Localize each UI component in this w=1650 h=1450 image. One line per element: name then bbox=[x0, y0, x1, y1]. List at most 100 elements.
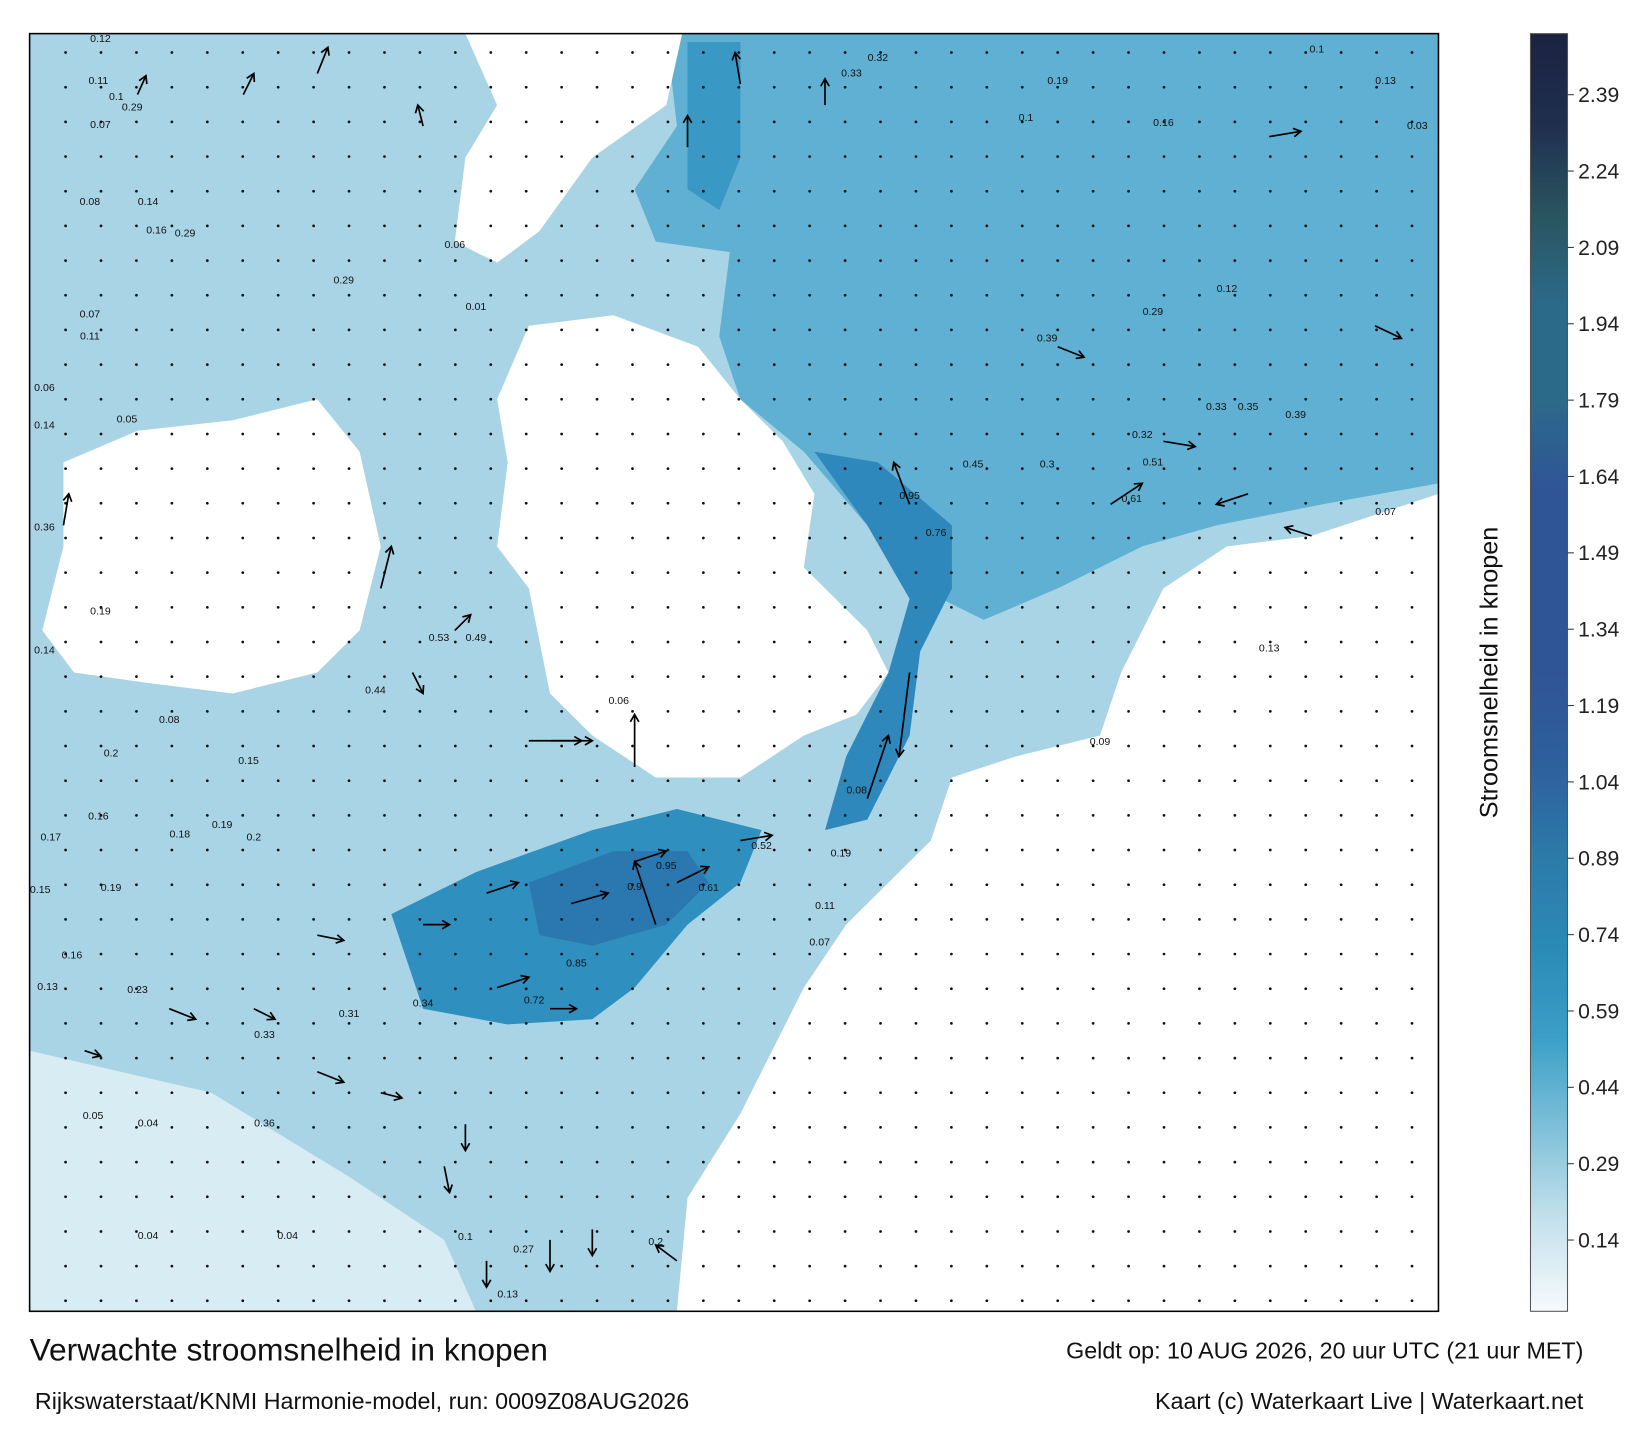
grid-dot bbox=[914, 848, 918, 852]
grid-dot bbox=[631, 363, 634, 366]
deep-channel bbox=[814, 451, 952, 831]
grid-dot bbox=[595, 571, 599, 575]
grid-dot bbox=[772, 259, 776, 262]
grid-dot bbox=[808, 363, 812, 366]
speed-label: 0.19 bbox=[90, 606, 111, 618]
grid-dot bbox=[1339, 363, 1343, 366]
grid-dot bbox=[985, 397, 989, 401]
grid-dot bbox=[560, 675, 564, 679]
grid-dot bbox=[1162, 1195, 1166, 1199]
current-arrow bbox=[731, 50, 742, 85]
grid-dot bbox=[1162, 709, 1166, 713]
grid-dot bbox=[985, 1056, 989, 1060]
speed-label: 0.15 bbox=[238, 755, 259, 767]
grid-dot bbox=[489, 1022, 493, 1025]
grid-dot bbox=[453, 779, 457, 783]
speed-label: 0.85 bbox=[566, 958, 587, 970]
grid-dot bbox=[453, 744, 457, 748]
speed-label: 0.29 bbox=[333, 275, 354, 287]
grid-dot bbox=[1127, 363, 1130, 366]
grid-dot bbox=[1198, 605, 1201, 609]
grid-dot bbox=[808, 1126, 812, 1129]
grid-dot bbox=[1304, 467, 1308, 470]
grid-dot bbox=[241, 918, 245, 921]
grid-dot bbox=[453, 1022, 457, 1025]
grid-dot bbox=[1091, 675, 1095, 679]
grid-dot bbox=[135, 1299, 138, 1303]
grid-dot bbox=[347, 883, 351, 887]
grid-dot bbox=[914, 1230, 918, 1233]
grid-dot bbox=[347, 259, 351, 262]
grid-dot bbox=[276, 501, 280, 505]
grid-dot bbox=[737, 987, 741, 991]
speed-label: 0.72 bbox=[524, 994, 545, 1006]
grid-dot bbox=[808, 675, 812, 679]
grid-dot bbox=[950, 1230, 953, 1233]
grid-dot bbox=[560, 1126, 564, 1129]
grid-dot bbox=[808, 1264, 812, 1268]
grid-dot bbox=[64, 467, 67, 470]
land bbox=[42, 399, 381, 694]
grid-dot bbox=[1162, 1160, 1166, 1164]
grid-dot bbox=[1056, 1195, 1060, 1199]
grid-dot bbox=[1233, 1022, 1237, 1025]
grid-dot bbox=[64, 397, 67, 401]
grid-dot bbox=[1410, 1264, 1414, 1268]
grid-dot bbox=[1198, 328, 1201, 332]
speed-label: 0.06 bbox=[608, 695, 629, 707]
grid-dot bbox=[1268, 51, 1272, 54]
grid-dot bbox=[631, 536, 634, 540]
grid-dot bbox=[560, 501, 564, 505]
grid-dot bbox=[418, 709, 422, 713]
grid-dot bbox=[808, 571, 812, 575]
grid-dot bbox=[170, 744, 174, 748]
grid-dot bbox=[135, 85, 138, 89]
grid-dot bbox=[418, 1091, 422, 1095]
grid-dot bbox=[276, 120, 280, 124]
grid-dot bbox=[383, 640, 386, 644]
grid-dot bbox=[914, 987, 918, 991]
grid-dot bbox=[241, 987, 245, 991]
grid-dot bbox=[737, 363, 741, 366]
grid-dot bbox=[524, 1091, 528, 1095]
grid-dot bbox=[631, 1126, 634, 1129]
grid-dot bbox=[135, 605, 138, 609]
grid-dot bbox=[241, 779, 245, 783]
current-arrow bbox=[1214, 493, 1249, 507]
grid-dot bbox=[1020, 397, 1024, 401]
grid-dot bbox=[64, 744, 67, 748]
grid-dot bbox=[560, 328, 564, 332]
grid-dot bbox=[808, 1195, 812, 1199]
grid-dot bbox=[205, 779, 209, 783]
grid-dot bbox=[1162, 189, 1166, 193]
grid-dot bbox=[843, 1056, 847, 1060]
speed-label: 0.13 bbox=[1375, 75, 1396, 87]
grid-dot bbox=[1162, 848, 1166, 852]
grid-dot bbox=[1233, 501, 1237, 505]
speed-label: 0.27 bbox=[513, 1243, 534, 1255]
grid-dot bbox=[99, 640, 103, 644]
grid-dot bbox=[1091, 1022, 1095, 1025]
grid-dot bbox=[914, 709, 918, 713]
grid-dot bbox=[666, 987, 670, 991]
grid-dot bbox=[64, 1299, 67, 1303]
grid-dot bbox=[879, 120, 882, 124]
grid-dot bbox=[524, 605, 528, 609]
grid-dot bbox=[950, 571, 953, 575]
grid-dot bbox=[1339, 918, 1343, 921]
grid-dot bbox=[1268, 571, 1272, 575]
grid-dot bbox=[843, 1091, 847, 1095]
grid-dot bbox=[1056, 432, 1060, 436]
colorbar-tick-label: 0.44 bbox=[1578, 1077, 1619, 1100]
grid-dot bbox=[383, 1299, 386, 1303]
grid-dot bbox=[701, 293, 705, 297]
grid-dot bbox=[985, 467, 989, 470]
grid-dot bbox=[276, 1230, 280, 1233]
grid-dot bbox=[453, 1160, 457, 1164]
grid-dot bbox=[489, 363, 493, 366]
grid-dot bbox=[170, 883, 174, 887]
grid-dot bbox=[666, 1091, 670, 1095]
grid-dot bbox=[595, 189, 599, 193]
speed-label: 0.06 bbox=[34, 382, 55, 394]
grid-dot bbox=[1410, 536, 1414, 540]
